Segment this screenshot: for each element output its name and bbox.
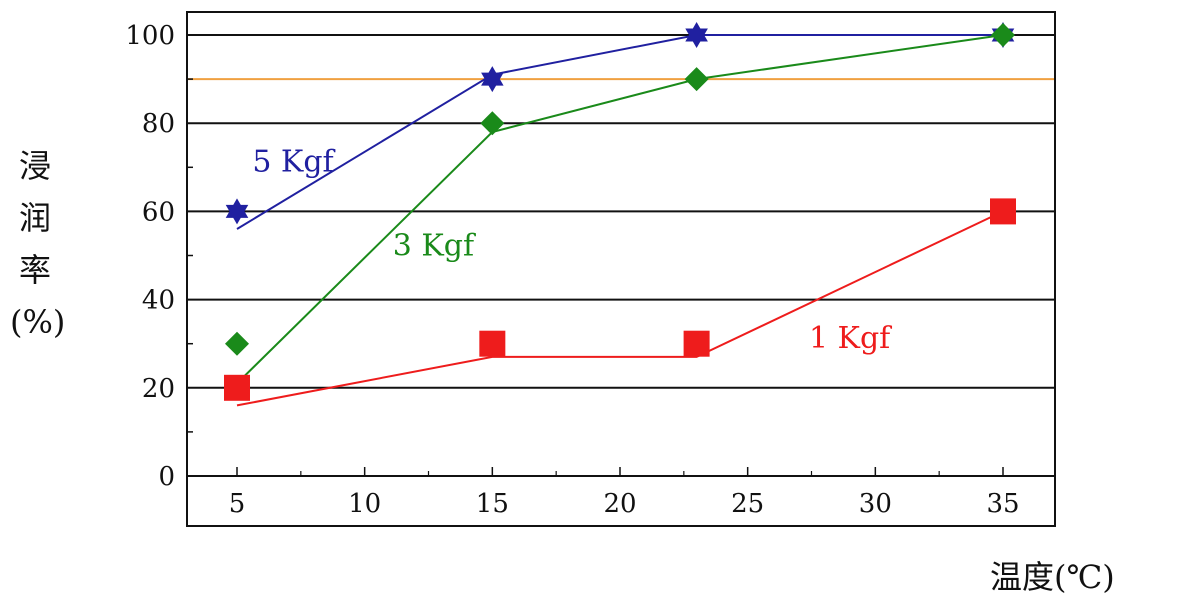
marker-3-kgf-5	[225, 331, 249, 356]
gridlines	[187, 34, 1055, 389]
marker-1-kgf-15	[479, 330, 506, 357]
y-axis-label: 浸 润 率 (%)	[10, 140, 66, 348]
x-tick-label-20: 20	[603, 489, 636, 519]
series-label-5-kgf: 5 Kgf	[252, 145, 335, 180]
y-axis-label-unit: (%)	[10, 303, 66, 341]
y-tick-label-80: 80	[142, 109, 175, 139]
x-tick-label-5: 5	[229, 489, 246, 519]
plot-border	[186, 11, 1056, 527]
series-labels: 5 Kgf 3 Kgf 1 Kgf	[252, 145, 892, 356]
y-tick-label-60: 60	[142, 197, 175, 227]
y-axis-label-char-2: 润	[18, 199, 51, 237]
marker-1-kgf-5	[224, 374, 250, 401]
y-axis-label-char-3: 率	[18, 251, 51, 289]
x-axis-label: 温度(℃)	[990, 558, 1115, 596]
series-line-5-kgf	[236, 34, 1003, 230]
marker-3-kgf-35	[991, 23, 1015, 47]
series-line-3-kgf	[236, 34, 1004, 385]
x-tick-labels: 5 10 15 20 25 30 35	[229, 489, 1020, 519]
marker-3-kgf-15	[480, 111, 505, 136]
x-tick-label-10: 10	[348, 489, 381, 519]
plot-frame	[186, 11, 1056, 527]
x-tick-label-15: 15	[476, 489, 509, 519]
series-label-3-kgf: 3 Kgf	[393, 229, 476, 264]
marker-5-kgf-23	[685, 22, 708, 48]
series-markers	[224, 22, 1016, 401]
series-line-1-kgf	[236, 210, 1004, 407]
y-tick-label-0: 0	[158, 462, 175, 492]
y-axis-label-char-1: 浸	[18, 147, 51, 185]
y-tick-label-40: 40	[142, 286, 175, 316]
marker-1-kgf-23	[683, 330, 710, 357]
marker-3-kgf-23	[684, 67, 709, 92]
marker-5-kgf-15	[481, 66, 504, 93]
marker-5-kgf-5	[225, 198, 249, 225]
series-label-1-kgf: 1 Kgf	[809, 321, 892, 356]
x-tick-label-35: 35	[986, 489, 1019, 519]
x-tick-label-25: 25	[731, 489, 764, 519]
series-lines	[236, 34, 1004, 407]
y-tick-label-20: 20	[142, 374, 175, 404]
x-tick-label-30: 30	[859, 489, 892, 519]
marker-1-kgf-35	[990, 198, 1016, 225]
y-tick-label-100: 100	[125, 21, 175, 51]
y-tick-labels: 0 20 40 60 80 100	[125, 21, 175, 492]
